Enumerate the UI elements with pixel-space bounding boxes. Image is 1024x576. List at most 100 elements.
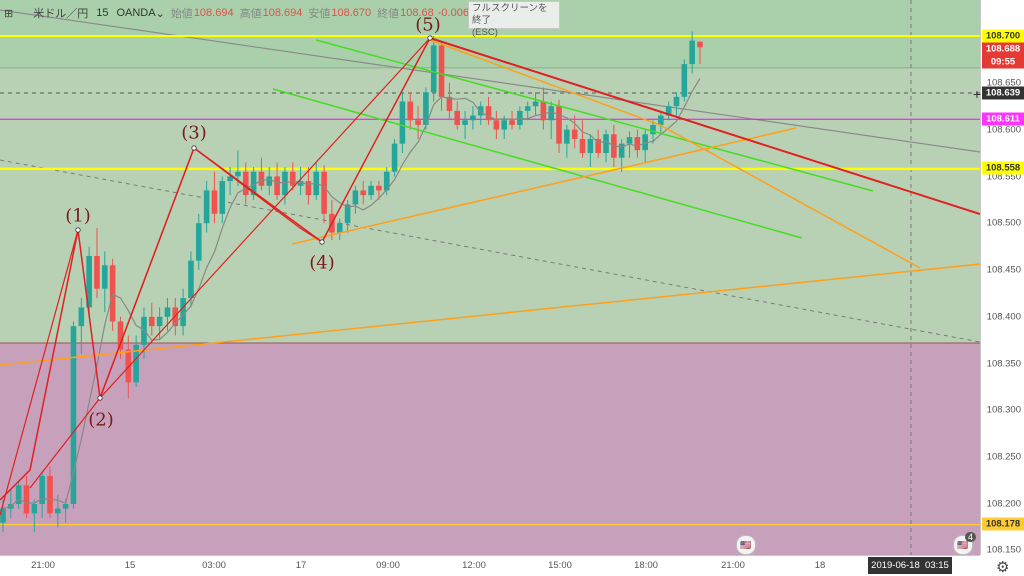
us-flag-event-icon[interactable]: 🇺🇸 [736,535,756,555]
low-value: 108.670 [331,7,372,19]
time-tick: 15 [124,560,136,571]
candle-body [23,485,30,514]
candle-body [148,316,155,327]
orange-long-line [0,263,980,366]
price-tick: 108.600 [986,124,1021,136]
candle-body [39,475,45,504]
candle-body [524,106,531,111]
wave-line-b [99,147,195,399]
price-tick: 108.250 [986,451,1021,463]
candle-body [477,106,484,116]
candle-body [634,137,641,151]
candle-body [203,190,210,224]
candle-body [454,110,461,125]
wave-label-1: (1) [65,205,91,227]
candle-body [180,298,186,327]
candle-body [673,96,680,107]
candle-body [94,255,100,289]
wave-pivot-point [319,239,325,245]
candle-body [532,101,539,107]
wave-pivot-point [75,227,81,233]
broker-label[interactable]: OANDA [116,7,156,19]
candle-body [109,265,116,322]
price-tick: 108.500 [986,217,1021,229]
time-axis[interactable]: 21:00 15 03:00 17 09:00 12:00 15:00 18:0… [0,555,980,576]
candle-body [415,120,421,125]
candle-body [571,129,578,139]
time-tick: 12:00 [462,560,486,571]
candle-body [642,134,648,151]
grid-icon[interactable]: ⊞ [4,7,14,20]
lower-zone [0,343,980,555]
candle-body [407,101,414,121]
candle-body [62,504,69,509]
close-value: 108.68 [400,7,434,19]
price-tick: 108.150 [986,544,1021,556]
fullscreen-tooltip: フルスクリーンを終了 (ESC) [468,1,560,38]
moving-average [2,78,701,510]
candle-body [125,349,132,383]
time-tick: 21:00 [31,560,55,571]
candle-body [665,106,672,116]
candle-body [336,223,343,233]
gear-icon[interactable]: ⚙ [996,559,1010,576]
candle-body [485,106,492,121]
gray-trendline [0,9,980,153]
candle-body [517,110,523,125]
symbol-name[interactable]: 米ドル／円 [33,8,89,20]
candle-body [595,138,601,153]
candle-body [211,190,218,214]
candle-body [556,106,562,144]
candle-body [618,143,625,158]
crosshair-date-badge: 2019-06-18 03:15 [868,557,952,574]
candle-body [462,120,468,125]
candle-body [282,171,288,196]
candle-body [352,190,359,205]
candle-body [423,92,429,125]
wave-label-5: (5) [415,14,441,36]
crosshair-price-badge: 108.639 [982,86,1024,100]
candle-body [188,260,194,299]
candle-body [368,185,374,196]
tooltip-line-2: (ESC) [472,27,498,38]
price-tick: 108.400 [986,311,1021,323]
candle-body [164,307,171,317]
price-chart[interactable] [0,0,980,555]
candle-body [493,120,500,130]
candle-body [376,185,382,191]
candle-body [650,124,656,135]
countdown-badge: 09:55 [982,55,1024,69]
interval-label[interactable]: 15 [96,7,109,19]
price-tick: 108.650 [986,77,1021,89]
candle-body [321,171,327,214]
candle-body [344,204,351,224]
candle-body [430,45,437,93]
time-tick: 03:00 [202,560,226,571]
wave-label-2: (2) [88,409,114,431]
wave-pivot-point [427,35,433,41]
high-value: 108.694 [262,7,303,19]
candle-body [681,64,688,97]
high-label: 高値 [239,8,262,20]
candle-body [501,120,508,130]
crosshair-add-icon[interactable]: + [972,86,982,102]
green-channel-upper [315,39,874,192]
candle-body [219,181,226,214]
event-count-badge: 4 [965,532,977,542]
crosshair-date: 2019-06-18 [871,560,920,571]
candle-body [579,138,586,153]
candle-body [305,181,312,196]
candle-body [470,115,476,121]
chevron-down-icon[interactable]: ⌄ [155,7,165,20]
time-tick: 15:00 [548,560,572,571]
price-tick: 108.200 [986,498,1021,510]
candle-body [360,190,367,196]
candle-body [47,475,53,514]
wave-pivot-point [97,395,103,401]
price-axis[interactable]: 108.650 108.600 108.550 108.500 108.450 … [980,0,1024,556]
candle-body [399,101,406,144]
candle-body [227,176,233,182]
candle-body [697,41,703,48]
level-badge-108700: 108.700 [982,29,1024,43]
